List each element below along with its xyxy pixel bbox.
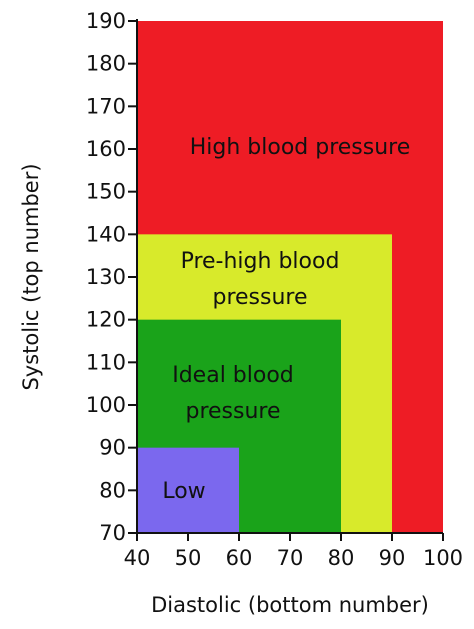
y-tick-label: 110 <box>86 350 126 374</box>
chart-regions <box>137 21 443 534</box>
y-tick-label: 170 <box>86 94 126 118</box>
y-axis-title: Systolic (top number) <box>19 163 43 390</box>
region-label-low: Low <box>162 479 205 504</box>
region-label-prehigh: Pre-high blood <box>181 249 340 274</box>
region-label-high: High blood pressure <box>190 135 411 160</box>
y-tick-label: 130 <box>86 265 126 289</box>
x-tick-label: 50 <box>175 546 202 570</box>
x-tick-label: 60 <box>226 546 253 570</box>
y-tick-label: 190 <box>86 9 126 33</box>
y-tick-label: 70 <box>99 521 126 545</box>
x-tick-label: 100 <box>423 546 463 570</box>
x-tick-label: 80 <box>328 546 355 570</box>
y-tick-label: 90 <box>99 436 126 460</box>
y-tick-label: 100 <box>86 393 126 417</box>
x-tick-label: 40 <box>124 546 151 570</box>
y-tick-label: 120 <box>86 308 126 332</box>
region-label-prehigh: pressure <box>212 285 307 310</box>
region-label-ideal: Ideal blood <box>172 363 294 388</box>
chart-region-labels: High blood pressure Pre-high blood pressur… <box>162 135 410 504</box>
y-axis-ticks: 70 80 90 100 110 120 130 140 150 160 170 180 190 <box>86 9 137 545</box>
x-axis-title: Diastolic (bottom number) <box>151 593 429 617</box>
y-tick-label: 180 <box>86 52 126 76</box>
region-low <box>137 447 239 533</box>
x-tick-label: 70 <box>277 546 304 570</box>
y-tick-label: 140 <box>86 222 126 246</box>
x-tick-label: 90 <box>379 546 406 570</box>
y-tick-label: 150 <box>86 180 126 204</box>
x-axis-ticks: 40 50 60 70 80 90 100 <box>124 533 463 570</box>
y-tick-label: 160 <box>86 137 126 161</box>
region-label-ideal: pressure <box>185 399 280 424</box>
y-tick-label: 80 <box>99 478 126 502</box>
